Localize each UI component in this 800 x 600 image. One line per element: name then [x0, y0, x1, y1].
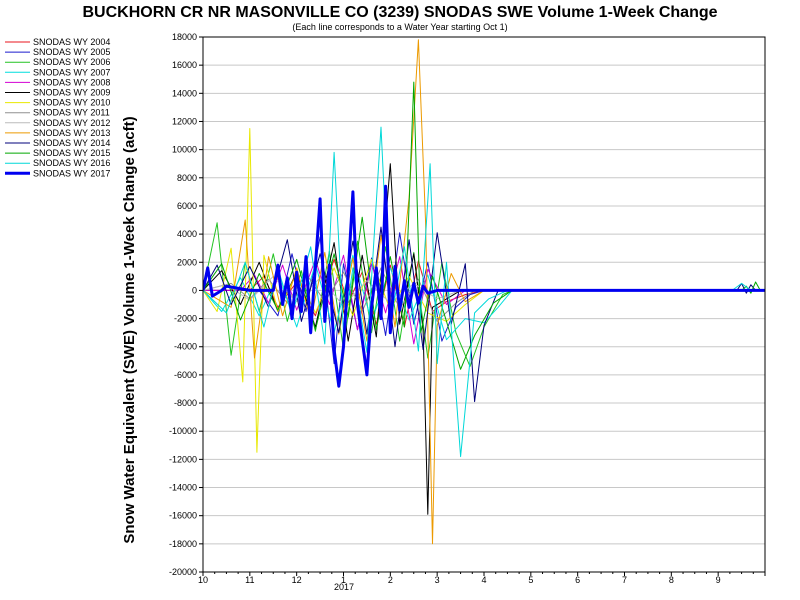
y-tick-label: -4000 — [174, 342, 197, 352]
legend-label: SNODAS WY 2015 — [33, 148, 110, 158]
legend-label: SNODAS WY 2016 — [33, 158, 110, 168]
y-tick-label: 18000 — [172, 32, 197, 42]
legend-label: SNODAS WY 2012 — [33, 118, 110, 128]
y-tick-label: 6000 — [177, 201, 197, 211]
x-tick-label: 3 — [435, 575, 440, 585]
legend-label: SNODAS WY 2013 — [33, 128, 110, 138]
y-tick-label: 16000 — [172, 60, 197, 70]
legend-label: SNODAS WY 2010 — [33, 98, 110, 108]
y-tick-label: -16000 — [169, 511, 197, 521]
series-line-snodas-wy-2005 — [203, 232, 765, 365]
y-tick-label: 2000 — [177, 257, 197, 267]
y-tick-label: -14000 — [169, 483, 197, 493]
series-line-snodas-wy-2017 — [203, 184, 765, 388]
legend-label: SNODAS WY 2004 — [33, 37, 110, 47]
x-tick-label: 7 — [622, 575, 627, 585]
y-tick-label: 12000 — [172, 116, 197, 126]
legend-label: SNODAS WY 2009 — [33, 88, 110, 98]
y-axis-ticks: 18000 16000 14000 12000 10000 8000 6000 4000 200… — [169, 32, 203, 577]
x-tick-label: 5 — [528, 575, 533, 585]
y-axis-label: Snow Water Equivalent (SWE) Volume 1-Wee… — [121, 116, 138, 543]
x-tick-label: 12 — [292, 575, 302, 585]
y-tick-label: -20000 — [169, 567, 197, 577]
x-tick-label: 8 — [669, 575, 674, 585]
y-tick-label: 10000 — [172, 145, 197, 155]
series-line-snodas-wy-2012 — [203, 275, 765, 307]
x-tick-label: 6 — [575, 575, 580, 585]
legend-label: SNODAS WY 2011 — [33, 108, 110, 118]
legend-label: SNODAS WY 2017 — [33, 168, 110, 178]
plot-background — [203, 37, 765, 572]
x-tick-label: 9 — [716, 575, 721, 585]
y-tick-label: -18000 — [169, 539, 197, 549]
x-tick-label: 2 — [388, 575, 393, 585]
x-axis-ticks: 10 11 12 1 2 3 4 5 6 7 8 9 — [198, 572, 766, 585]
x-tick-label: 1 — [341, 575, 346, 585]
x-tick-label: 4 — [481, 575, 486, 585]
y-tick-label: -6000 — [174, 370, 197, 380]
legend-label: SNODAS WY 2008 — [33, 77, 110, 87]
y-tick-label: -2000 — [174, 314, 197, 324]
y-tick-label: 0 — [192, 285, 197, 295]
y-tick-label: -12000 — [169, 454, 197, 464]
y-tick-label: -10000 — [169, 426, 197, 436]
series-group — [203, 39, 765, 545]
chart-title: BUCKHORN CR NR MASONVILLE CO (3239) SNOD… — [82, 4, 717, 21]
grid — [203, 36, 765, 573]
y-tick-label: 8000 — [177, 173, 197, 183]
y-tick-label: 4000 — [177, 229, 197, 239]
y-tick-label: 14000 — [172, 88, 197, 98]
legend-label: SNODAS WY 2007 — [33, 67, 110, 77]
x-axis-year-label: 2017 — [334, 582, 354, 592]
x-tick-label: 11 — [245, 575, 254, 585]
legend-label: SNODAS WY 2005 — [33, 47, 110, 57]
x-tick-label: 10 — [198, 575, 208, 585]
chart-subtitle: (Each line corresponds to a Water Year s… — [292, 22, 507, 32]
y-tick-label: -8000 — [174, 398, 197, 408]
legend-label: SNODAS WY 2006 — [33, 57, 110, 67]
legend-label: SNODAS WY 2014 — [33, 138, 110, 148]
series-line-snodas-wy-2008 — [203, 254, 765, 345]
